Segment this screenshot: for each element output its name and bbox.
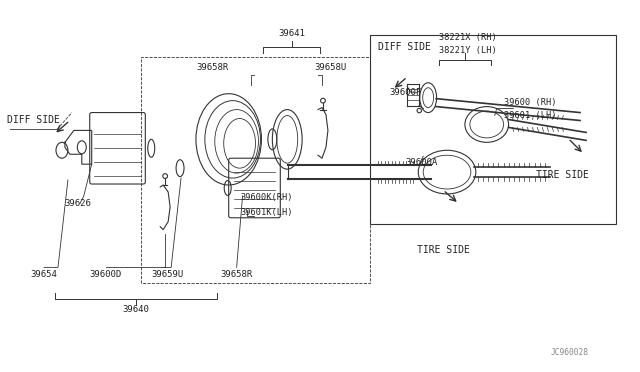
Text: 39600D: 39600D — [90, 270, 122, 279]
Text: 39658R: 39658R — [196, 63, 228, 73]
Text: 39640: 39640 — [122, 305, 149, 314]
Text: TIRE SIDE: TIRE SIDE — [536, 170, 589, 180]
Text: JC960028: JC960028 — [550, 348, 588, 357]
Text: 39600F: 39600F — [390, 88, 422, 97]
Text: 39600A: 39600A — [405, 158, 438, 167]
Text: DIFF SIDE: DIFF SIDE — [378, 42, 431, 52]
Text: 39626: 39626 — [64, 199, 91, 208]
Text: DIFF SIDE: DIFF SIDE — [7, 115, 60, 125]
Text: 39659U: 39659U — [151, 270, 184, 279]
Text: 39600 (RH): 39600 (RH) — [504, 98, 556, 107]
Text: 39641: 39641 — [278, 29, 305, 38]
Text: 38221X (RH): 38221X (RH) — [439, 33, 497, 42]
Text: 39600K(RH): 39600K(RH) — [241, 193, 293, 202]
Text: 39601 (LH): 39601 (LH) — [504, 111, 556, 120]
Text: 39601K(LH): 39601K(LH) — [241, 208, 293, 217]
Text: 38221Y (LH): 38221Y (LH) — [439, 45, 497, 55]
Bar — [370, 35, 616, 224]
Text: TIRE SIDE: TIRE SIDE — [417, 244, 470, 254]
Text: 39658R: 39658R — [221, 270, 253, 279]
Text: 39658U: 39658U — [314, 63, 346, 73]
Text: 39654: 39654 — [30, 270, 57, 279]
